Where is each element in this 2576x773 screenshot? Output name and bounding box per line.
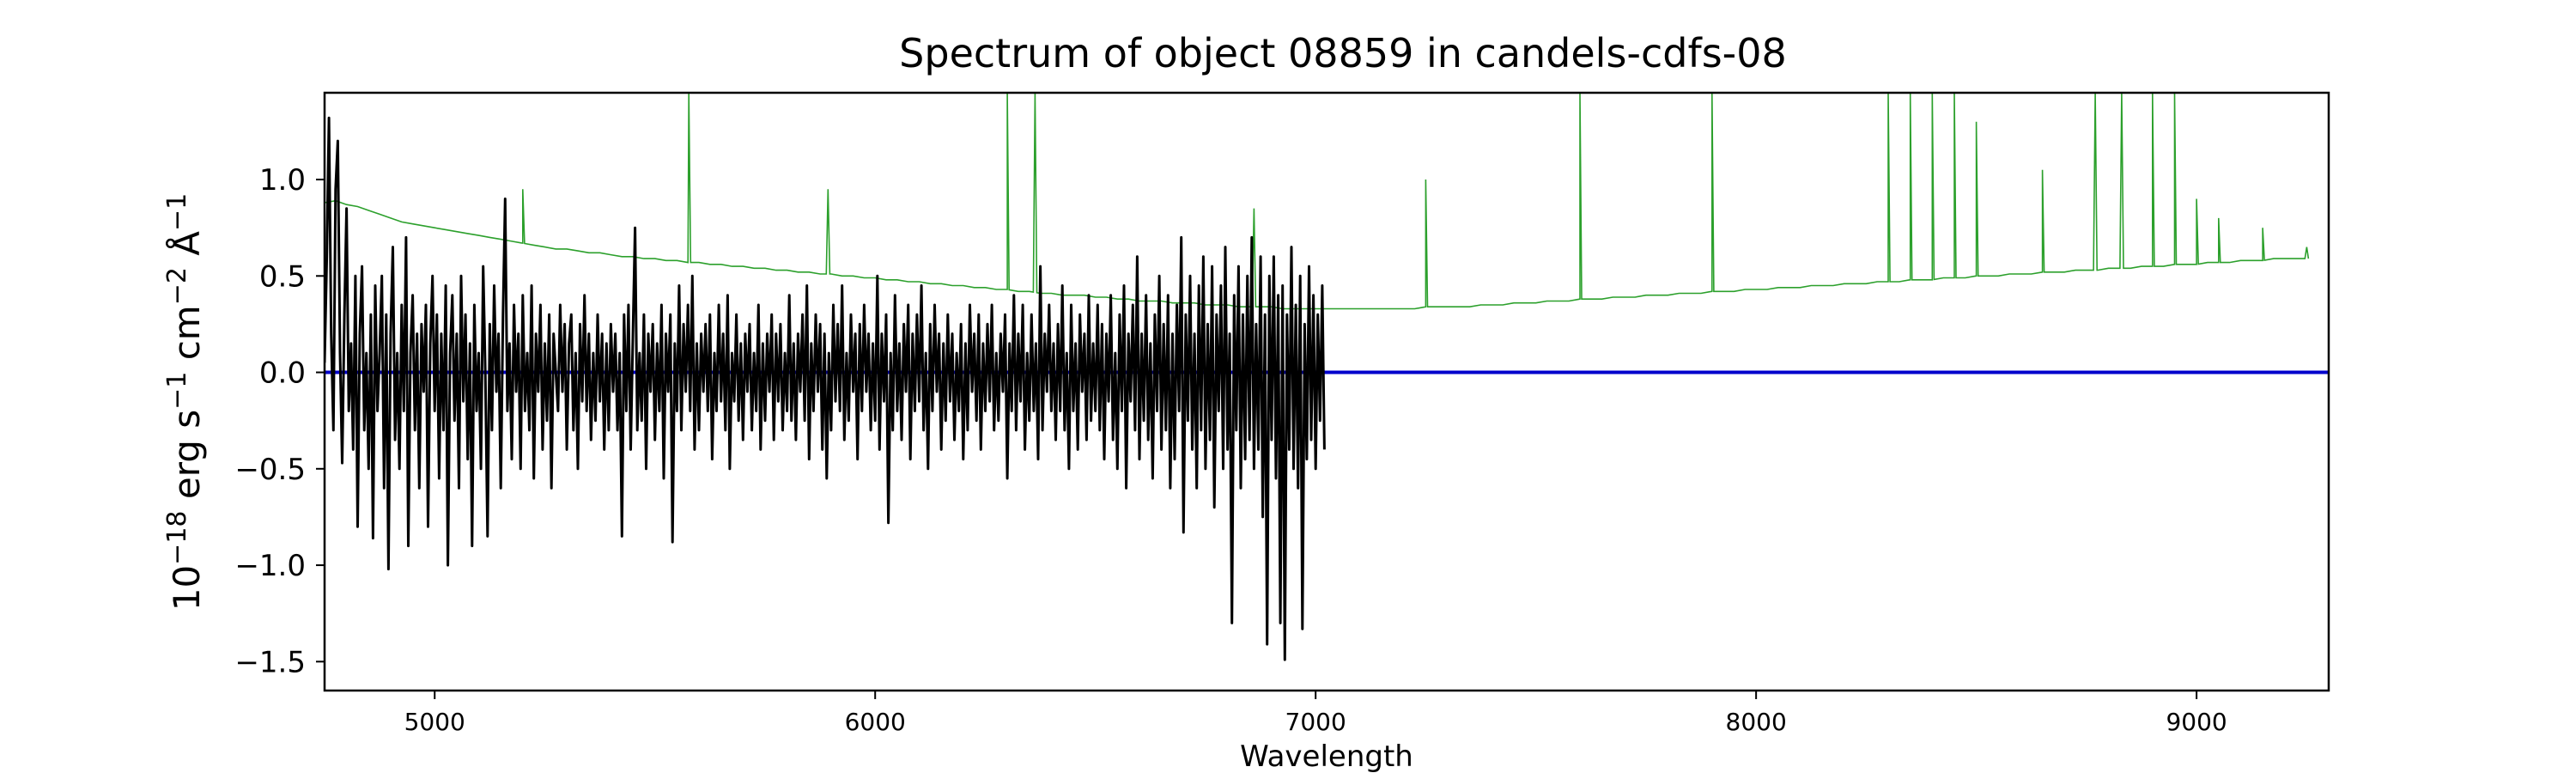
y-tick-label: −1.0	[234, 549, 306, 583]
x-tick-label: 6000	[845, 708, 906, 736]
chart-title: Spectrum of object 08859 in candels-cdfs…	[899, 30, 1787, 76]
y-tick-label: −0.5	[234, 453, 306, 487]
ylabel-cm-exp: −2	[162, 267, 192, 305]
x-tick-label: 8000	[1726, 708, 1787, 736]
flux-series-line	[325, 116, 1326, 661]
plot-frame	[323, 91, 2330, 692]
x-tick-label: 7000	[1285, 708, 1346, 736]
ylabel-prefix: 10	[166, 565, 208, 611]
noise-series-line	[325, 93, 2310, 310]
svg-text:10−18 erg s−1 cm−2 Å−1: 10−18 erg s−1 cm−2 Å−1	[162, 193, 208, 612]
ylabel-erg: erg s	[166, 410, 208, 511]
y-tick-label: 0.5	[259, 259, 306, 294]
x-axis-label: Wavelength	[1240, 740, 1413, 773]
y-tick-label: −1.5	[234, 645, 306, 679]
x-tick-label: 5000	[404, 708, 465, 736]
y-axis-label: 10−18 erg s−1 cm−2 Å−1	[162, 193, 208, 612]
ylabel-cm: cm	[166, 305, 208, 371]
ylabel-s-exp: −1	[162, 372, 192, 410]
y-tick-label: 0.0	[259, 356, 306, 391]
ylabel-prefix-exp: −18	[162, 511, 192, 565]
x-tick-label: 9000	[2166, 708, 2227, 736]
ticks-layer: 5000 6000 7000 8000 9000 −1.5 −1.0 −0.5 0.0 0.5 1.…	[234, 163, 2227, 736]
series-layer	[325, 93, 2329, 661]
ylabel-ang: Å	[165, 231, 208, 267]
y-tick-label: 1.0	[259, 163, 306, 198]
ylabel-ang-exp: −1	[162, 193, 192, 231]
